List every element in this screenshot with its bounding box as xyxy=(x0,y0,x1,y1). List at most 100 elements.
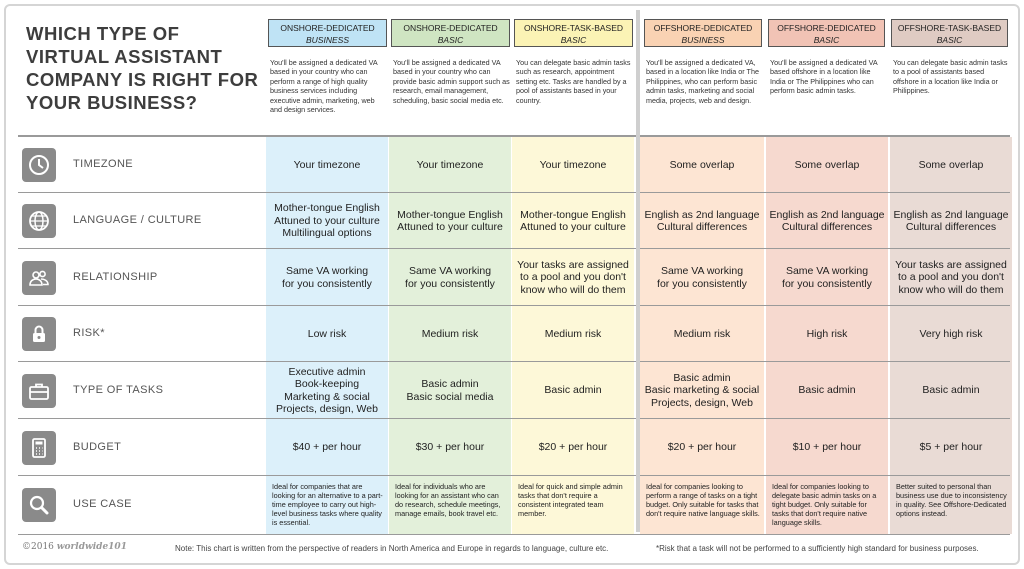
column-background xyxy=(512,137,634,534)
table-cell: Low risk xyxy=(307,327,347,340)
table-cell: English as 2nd language Cultural differe… xyxy=(644,208,760,234)
column-background xyxy=(766,137,888,534)
row-divider xyxy=(18,136,1010,137)
column-header-level: BUSINESS xyxy=(306,35,349,45)
table-cell: Medium risk xyxy=(544,327,602,340)
row-label: RISK* xyxy=(73,327,105,339)
table-cell: Better suited to personal than business … xyxy=(896,482,1007,518)
brand-logo-text: worldwide101 xyxy=(56,542,127,552)
column-background xyxy=(640,137,764,534)
table-cell: Same VA working for you consistently xyxy=(405,265,495,290)
table-cell: Same VA working for you consistently xyxy=(282,265,372,290)
table-cell: Medium risk xyxy=(421,327,479,340)
table-cell: $30 + per hour xyxy=(415,441,485,454)
table-cell: Same VA working for you consistently xyxy=(782,265,872,290)
footer-risk-note: *Risk that a task will not be performed … xyxy=(656,544,979,553)
row-divider xyxy=(18,192,1010,193)
table-cell: Same VA working for you consistently xyxy=(657,265,747,290)
table-cell: $20 + per hour xyxy=(667,441,737,454)
column-header-type: ONSHORE-DEDICATED xyxy=(280,23,375,33)
column-header-level: BASIC xyxy=(936,35,963,45)
calculator-icon xyxy=(22,430,56,465)
copyright-text: ©2016 xyxy=(22,542,54,552)
column-header: OFFSHORE-TASK-BASED BASIC xyxy=(891,19,1008,47)
row-label: TIMEZONE xyxy=(73,158,134,170)
people-icon xyxy=(22,260,56,295)
table-cell: $10 + per hour xyxy=(792,441,862,454)
table-cell: Basic admin xyxy=(544,384,602,397)
footer-note: Note: This chart is written from the per… xyxy=(175,544,609,553)
table-cell: Your tasks are assigned to a pool and yo… xyxy=(895,258,1007,296)
table-cell: $40 + per hour xyxy=(292,441,362,454)
column-header-level: BASIC xyxy=(813,35,840,45)
row-divider xyxy=(18,248,1010,249)
column-description: You'll be assigned a dedicated VA based … xyxy=(270,58,378,115)
magnifier-icon xyxy=(22,488,56,522)
column-description: You can delegate basic admin tasks to a … xyxy=(893,58,1008,96)
table-cell: Your timezone xyxy=(539,158,607,171)
table-cell: Medium risk xyxy=(673,327,731,340)
globe-icon xyxy=(22,204,56,238)
column-header-type: OFFSHORE-TASK-BASED xyxy=(897,23,1002,33)
column-header-type: ONSHORE-DEDICATED xyxy=(403,23,498,33)
padlock-icon xyxy=(22,317,56,351)
clock-icon xyxy=(22,148,56,182)
column-description: You'll be assigned a dedicated VA based … xyxy=(393,58,510,105)
column-header: OFFSHORE-DEDICATED BASIC xyxy=(768,19,885,47)
table-cell: Your timezone xyxy=(293,158,361,171)
briefcase-icon xyxy=(22,373,56,408)
column-header-level: BASIC xyxy=(437,35,464,45)
row-divider xyxy=(18,534,1010,535)
table-cell: Your timezone xyxy=(416,158,484,171)
table-cell: Your tasks are assigned to a pool and yo… xyxy=(517,258,629,296)
table-cell: Very high risk xyxy=(919,327,983,340)
row-label: LANGUAGE / CULTURE xyxy=(73,214,202,226)
column-header: OFFSHORE-DEDICATED BUSINESS xyxy=(644,19,762,47)
row-label: TYPE OF TASKS xyxy=(73,383,164,396)
table-cell: English as 2nd language Cultural differe… xyxy=(769,208,885,234)
row-divider xyxy=(18,305,1010,306)
column-background xyxy=(389,137,511,534)
column-header-level: BUSINESS xyxy=(681,35,725,45)
brand-mark: ©2016 worldwide101 xyxy=(22,542,127,552)
column-background xyxy=(890,137,1012,534)
onshore-offshore-divider xyxy=(636,10,640,532)
column-header-type: ONSHORE-TASK-BASED xyxy=(523,23,624,33)
table-cell: Ideal for companies looking to perform a… xyxy=(646,482,760,518)
column-description: You can delegate basic admin tasks such … xyxy=(516,58,631,105)
column-description: You'll be assigned a dedicated VA, based… xyxy=(646,58,759,105)
row-label: USE CASE xyxy=(73,498,132,510)
table-cell: Basic admin Basic social media xyxy=(406,378,494,403)
table-cell: Some overlap xyxy=(794,158,860,171)
table-cell: Ideal for companies looking to delegate … xyxy=(772,482,877,527)
table-cell: English as 2nd language Cultural differe… xyxy=(893,208,1009,234)
column-background xyxy=(266,137,388,534)
page-title: WHICH TYPE OF VIRTUAL ASSISTANT COMPANY … xyxy=(26,23,259,113)
column-header-type: OFFSHORE-DEDICATED xyxy=(653,23,753,33)
row-divider xyxy=(18,135,1010,136)
table-cell: Mother-tongue English Attuned to your cu… xyxy=(274,202,380,240)
column-header-level: BASIC xyxy=(560,35,587,45)
column-header: ONSHORE-DEDICATED BUSINESS xyxy=(268,19,387,47)
table-cell: Basic admin xyxy=(798,384,856,397)
table-cell: Mother-tongue English Attuned to your cu… xyxy=(397,208,503,234)
table-cell: Basic admin Basic marketing & social Pro… xyxy=(644,371,760,409)
table-cell: Ideal for companies that are looking for… xyxy=(272,482,383,527)
table-cell: Basic admin xyxy=(922,384,980,397)
column-header-type: OFFSHORE-DEDICATED xyxy=(777,23,876,33)
table-cell: High risk xyxy=(806,327,848,340)
row-label: BUDGET xyxy=(73,440,122,453)
table-cell: Some overlap xyxy=(669,158,735,171)
row-divider xyxy=(18,361,1010,362)
table-cell: Ideal for individuals who are looking fo… xyxy=(395,482,501,518)
row-divider xyxy=(18,475,1010,476)
table-cell: Executive admin Book-keeping Marketing &… xyxy=(276,365,378,416)
table-cell: $20 + per hour xyxy=(538,441,608,454)
table-cell: Some overlap xyxy=(918,158,984,171)
table-cell: Ideal for quick and simple admin tasks t… xyxy=(518,482,623,518)
column-description: You'll be assigned a dedicated VA based … xyxy=(770,58,878,96)
table-cell: $5 + per hour xyxy=(919,441,983,454)
row-divider xyxy=(18,418,1010,419)
row-label: RELATIONSHIP xyxy=(73,270,158,283)
table-cell: Mother-tongue English Attuned to your cu… xyxy=(520,208,626,234)
